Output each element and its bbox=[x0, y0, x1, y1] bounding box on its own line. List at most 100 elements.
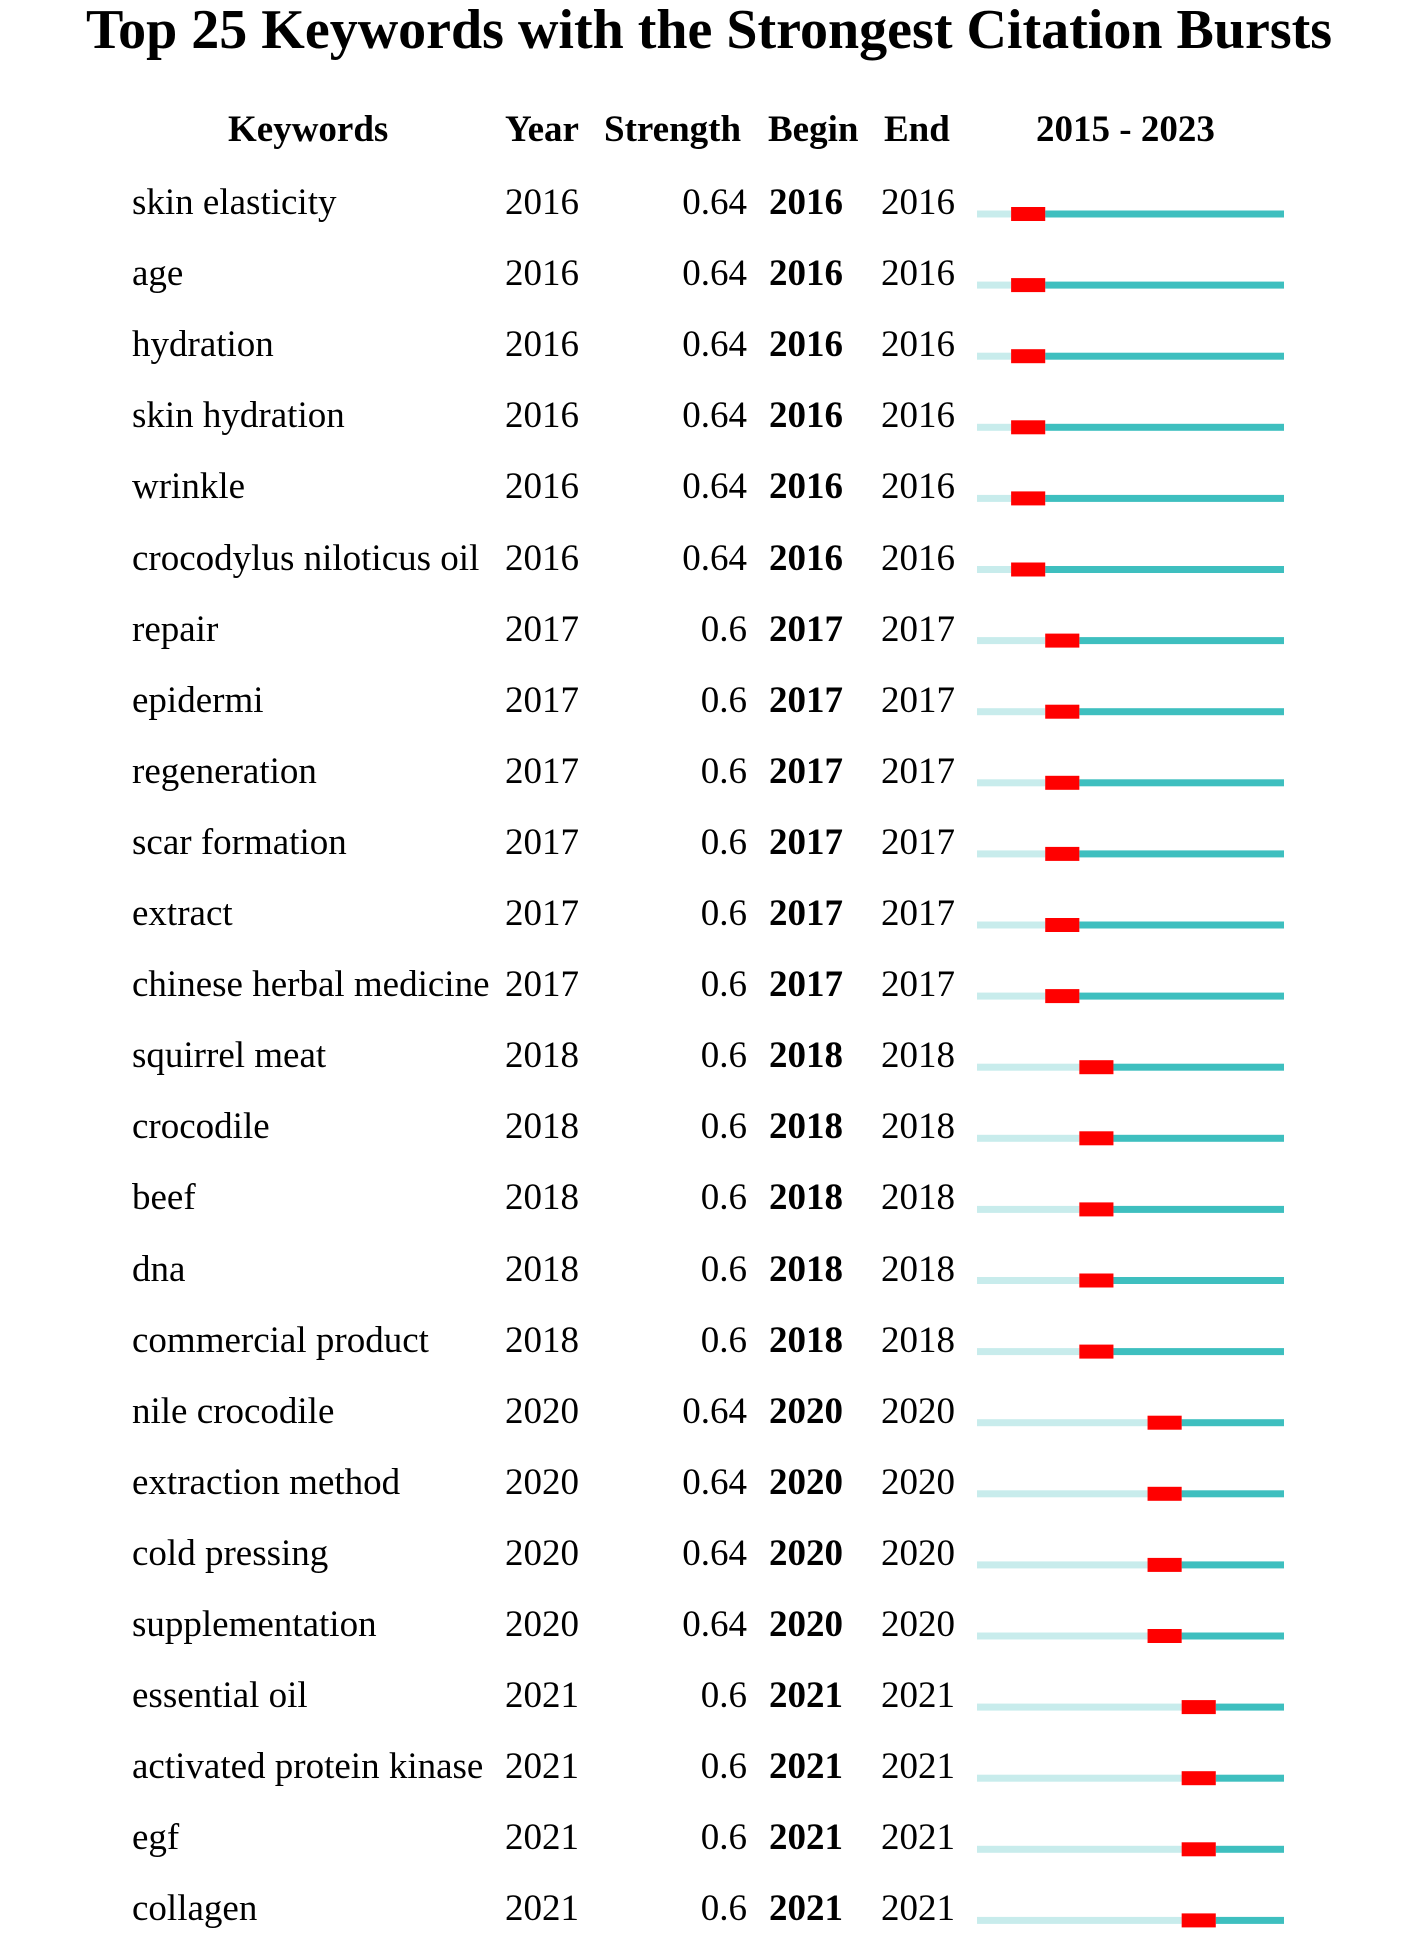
begin-cell: 2017 bbox=[769, 679, 843, 721]
keyword-cell: egf bbox=[132, 1817, 180, 1859]
end-cell: 2018 bbox=[881, 1248, 955, 1290]
year-cell: 2016 bbox=[505, 324, 579, 366]
year-cell: 2020 bbox=[505, 1390, 579, 1432]
year-cell: 2018 bbox=[505, 1177, 579, 1219]
strength-cell: 0.64 bbox=[682, 182, 747, 223]
timeline-before-burst bbox=[977, 992, 1046, 1000]
begin-cell: 2018 bbox=[769, 1035, 843, 1077]
end-cell: 2020 bbox=[881, 1532, 955, 1574]
year-cell: 2016 bbox=[505, 182, 579, 223]
burst-bar bbox=[1011, 562, 1046, 577]
header-timeline: 2015 - 2023 bbox=[1036, 109, 1215, 150]
keyword-cell: wrinkle bbox=[132, 466, 246, 508]
strength-cell: 0.64 bbox=[682, 395, 747, 437]
timeline-before-burst bbox=[977, 423, 1012, 431]
timeline-after-burst bbox=[1215, 1774, 1284, 1782]
keyword-cell: skin hydration bbox=[132, 395, 345, 437]
timeline-after-burst bbox=[1045, 423, 1284, 431]
keyword-cell: activated protein kinase bbox=[132, 1746, 484, 1788]
keyword-cell: extract bbox=[132, 893, 233, 934]
strength-cell: 0.64 bbox=[682, 253, 747, 295]
keyword-cell: crocodile bbox=[132, 1106, 270, 1148]
burst-bar bbox=[1045, 775, 1080, 790]
timeline-after-burst bbox=[1079, 921, 1284, 929]
begin-cell: 2020 bbox=[769, 1604, 843, 1645]
burst-bar bbox=[1147, 1486, 1182, 1501]
timeline-before-burst bbox=[977, 637, 1046, 645]
end-cell: 2018 bbox=[881, 1106, 955, 1148]
keyword-cell: repair bbox=[132, 608, 219, 650]
burst-bar bbox=[1079, 1273, 1114, 1288]
strength-cell: 0.6 bbox=[700, 679, 747, 721]
timeline-before-burst bbox=[977, 1916, 1182, 1924]
burst-bar bbox=[1045, 918, 1080, 932]
end-cell: 2017 bbox=[881, 608, 955, 650]
burst-bar bbox=[1147, 1557, 1182, 1572]
end-cell: 2020 bbox=[881, 1461, 955, 1503]
begin-cell: 2020 bbox=[769, 1532, 843, 1574]
keyword-cell: essential oil bbox=[132, 1675, 308, 1717]
timeline-before-burst bbox=[977, 921, 1046, 929]
timeline-after-burst bbox=[1113, 1134, 1284, 1142]
timeline-after-burst bbox=[1045, 494, 1284, 502]
strength-cell: 0.6 bbox=[700, 1675, 747, 1717]
burst-bar bbox=[1147, 1629, 1182, 1643]
strength-cell: 0.6 bbox=[700, 1035, 747, 1077]
timeline-before-burst bbox=[977, 708, 1046, 716]
year-cell: 2018 bbox=[505, 1248, 579, 1290]
year-cell: 2017 bbox=[505, 679, 579, 721]
keyword-cell: squirrel meat bbox=[132, 1035, 327, 1077]
begin-cell: 2021 bbox=[769, 1675, 843, 1717]
timeline-after-burst bbox=[1113, 1063, 1284, 1071]
timeline-before-burst bbox=[977, 1845, 1182, 1853]
burst-bar bbox=[1045, 633, 1080, 648]
strength-cell: 0.64 bbox=[682, 1461, 747, 1503]
timeline-before-burst bbox=[977, 779, 1046, 787]
begin-cell: 2017 bbox=[769, 750, 843, 792]
keyword-cell: chinese herbal medicine bbox=[132, 964, 490, 1006]
year-cell: 2016 bbox=[505, 537, 579, 579]
header-strength: Strength bbox=[604, 109, 742, 150]
strength-cell: 0.6 bbox=[700, 750, 747, 792]
strength-cell: 0.64 bbox=[682, 1604, 747, 1645]
timeline-before-burst bbox=[977, 1063, 1080, 1071]
burst-bar bbox=[1011, 278, 1046, 293]
header-year: Year bbox=[505, 109, 579, 150]
keyword-cell: skin elasticity bbox=[132, 182, 337, 223]
strength-cell: 0.6 bbox=[700, 1817, 747, 1859]
strength-cell: 0.64 bbox=[682, 537, 747, 579]
begin-cell: 2016 bbox=[769, 253, 843, 295]
timeline-after-burst bbox=[1045, 210, 1284, 218]
strength-cell: 0.64 bbox=[682, 1390, 747, 1432]
strength-cell: 0.6 bbox=[700, 1248, 747, 1290]
timeline-after-burst bbox=[1113, 1205, 1284, 1213]
end-cell: 2016 bbox=[881, 253, 955, 295]
end-cell: 2018 bbox=[881, 1177, 955, 1219]
timeline-after-burst bbox=[1079, 850, 1284, 858]
year-cell: 2016 bbox=[505, 253, 579, 295]
burst-bar bbox=[1181, 1842, 1216, 1857]
year-cell: 2018 bbox=[505, 1035, 579, 1077]
timeline-after-burst bbox=[1181, 1419, 1284, 1427]
header-keywords: Keywords bbox=[228, 109, 389, 150]
begin-cell: 2018 bbox=[769, 1106, 843, 1148]
begin-cell: 2020 bbox=[769, 1461, 843, 1503]
end-cell: 2021 bbox=[881, 1817, 955, 1859]
burst-bar bbox=[1045, 846, 1080, 861]
burst-bar bbox=[1011, 420, 1046, 435]
timeline-after-burst bbox=[1079, 637, 1284, 645]
end-cell: 2021 bbox=[881, 1746, 955, 1788]
burst-bar bbox=[1079, 1344, 1114, 1359]
begin-cell: 2016 bbox=[769, 182, 843, 223]
begin-cell: 2021 bbox=[769, 1746, 843, 1788]
burst-bar bbox=[1181, 1913, 1216, 1928]
begin-cell: 2017 bbox=[769, 964, 843, 1006]
begin-cell: 2016 bbox=[769, 395, 843, 437]
timeline-after-burst bbox=[1079, 992, 1284, 1000]
year-cell: 2020 bbox=[505, 1604, 579, 1645]
begin-cell: 2018 bbox=[769, 1177, 843, 1219]
year-cell: 2016 bbox=[505, 395, 579, 437]
timeline-before-burst bbox=[977, 1205, 1080, 1213]
burst-bar bbox=[1079, 1202, 1114, 1217]
header-begin: Begin bbox=[768, 109, 859, 150]
